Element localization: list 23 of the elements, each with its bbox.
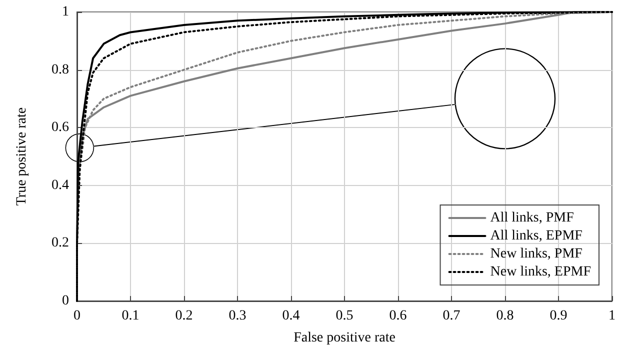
- x-tick-label: 0: [74, 308, 80, 324]
- y-tick-label: 0.8: [52, 62, 69, 78]
- y-tick-label: 0.6: [52, 120, 69, 136]
- x-tick-label: 0.4: [282, 308, 300, 324]
- legend-label: New links, EPMF: [490, 264, 592, 280]
- legend-label: All links, PMF: [490, 210, 574, 226]
- y-axis-title: True positive rate: [14, 107, 30, 206]
- x-tick-label: 0.8: [496, 308, 514, 324]
- y-tick-label: 0.2: [52, 236, 69, 251]
- y-tick-label: 0: [62, 294, 69, 308]
- y-tick-label: 0.4: [52, 178, 69, 193]
- x-tick-label: 0.5: [336, 308, 354, 324]
- legend-label: All links, EPMF: [490, 228, 583, 244]
- x-tick-label: 1: [608, 308, 616, 324]
- x-tick-label: 0.9: [550, 308, 568, 324]
- legend-label: New links, PMF: [490, 246, 583, 262]
- x-tick-label: 0.7: [442, 308, 460, 324]
- x-axis-title: False positive rate: [294, 330, 396, 346]
- x-tick-label: 0.6: [389, 308, 407, 324]
- x-tick-label: 0.1: [122, 308, 140, 324]
- y-tick-label: 1: [62, 4, 69, 20]
- x-tick-label: 0.3: [228, 308, 246, 324]
- x-tick-label: 0.2: [175, 308, 193, 324]
